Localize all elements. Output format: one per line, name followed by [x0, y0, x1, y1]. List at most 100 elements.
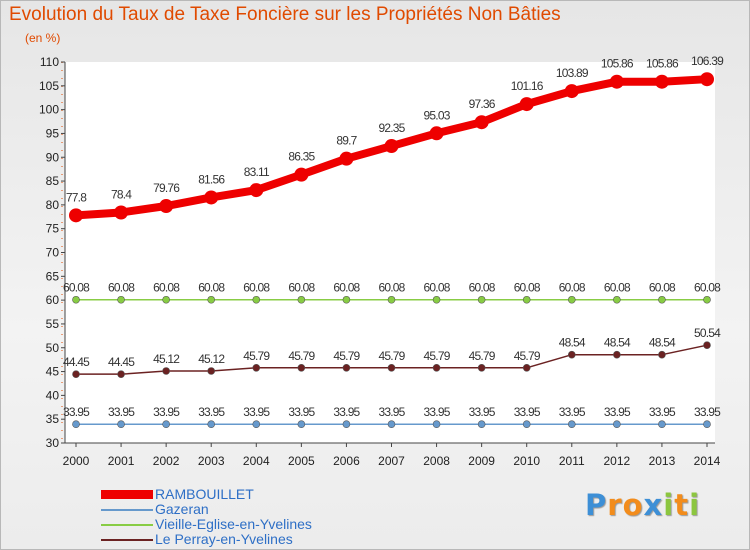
legend-label: Gazeran	[155, 501, 209, 517]
y-tick-label: 60	[46, 293, 60, 307]
data-label: 33.95	[333, 405, 360, 419]
data-point	[204, 190, 219, 205]
data-label: 45.79	[243, 349, 270, 363]
x-tick-label: 2000	[63, 454, 90, 468]
legend-label: RAMBOUILLET	[155, 486, 254, 502]
data-point	[72, 420, 80, 428]
data-label: 45.79	[514, 349, 541, 363]
y-tick-label: 40	[46, 388, 60, 402]
data-label: 60.08	[333, 281, 360, 295]
proxiti-logo: Proxiti	[585, 488, 700, 522]
data-point	[522, 364, 531, 372]
legend-label: Vieille-Eglise-en-Yvelines	[155, 516, 312, 532]
data-point	[474, 115, 489, 130]
data-point	[654, 74, 669, 89]
data-label: 45.12	[198, 352, 225, 366]
legend-swatch	[101, 509, 153, 511]
x-tick-label: 2005	[288, 454, 315, 468]
data-label: 86.35	[288, 150, 315, 164]
data-label: 101.16	[511, 79, 544, 93]
y-tick-label: 105	[39, 79, 59, 93]
data-point	[567, 350, 576, 359]
data-point	[114, 205, 129, 220]
data-label: 33.95	[559, 405, 586, 419]
data-point	[613, 350, 621, 359]
data-label: 60.08	[559, 281, 586, 295]
data-label: 79.76	[153, 181, 180, 195]
data-point	[432, 420, 441, 428]
data-label: 48.54	[649, 336, 676, 350]
y-tick-label: 85	[46, 174, 60, 188]
data-label: 60.08	[108, 281, 135, 295]
data-point	[703, 341, 711, 349]
data-label: 60.08	[153, 281, 180, 295]
data-point	[162, 367, 170, 375]
data-label: 48.54	[559, 336, 586, 350]
data-point	[519, 97, 534, 112]
data-label: 33.95	[514, 405, 541, 419]
data-label: 44.45	[108, 355, 135, 369]
series-group: 77.8 78.4 79.76 81.56 83.11 86.35 89.7 92.35 95.…	[63, 54, 725, 428]
data-point	[342, 295, 351, 304]
data-point	[387, 420, 396, 428]
plot-area	[65, 62, 715, 443]
x-axis-ticks: 2000 2001 2002 2003 2004 2005 2006 2007 2008 2009…	[63, 443, 721, 468]
series-gazeran: 33.95 33.95 33.95 33.95 33.95 33.95 33.95 33.95…	[63, 405, 722, 428]
data-point	[117, 370, 125, 378]
data-point	[249, 183, 264, 198]
data-label: 60.08	[604, 281, 631, 295]
data-point	[207, 420, 216, 428]
data-label: 60.08	[378, 281, 405, 295]
data-point	[432, 364, 441, 372]
logo-letter: i	[663, 488, 675, 522]
data-label: 106.39	[691, 54, 724, 68]
data-point	[609, 74, 624, 89]
chart-title: Evolution du Taux de Taxe Foncière sur l…	[9, 4, 561, 25]
logo-letter: P	[585, 488, 608, 522]
data-label: 33.95	[378, 405, 405, 419]
y-tick-label: 50	[46, 341, 60, 355]
data-label: 48.54	[604, 336, 631, 350]
data-point	[567, 295, 576, 304]
data-point	[477, 295, 486, 304]
data-point	[162, 420, 170, 428]
unit-label: (en %)	[25, 31, 61, 45]
data-point	[159, 199, 174, 214]
data-label: 33.95	[288, 405, 315, 419]
data-point	[477, 364, 486, 372]
data-label: 45.79	[424, 349, 451, 363]
logo-letter: t	[674, 488, 690, 522]
x-tick-label: 2006	[333, 454, 360, 468]
y-tick-label: 80	[46, 198, 60, 212]
data-label: 33.95	[63, 405, 90, 419]
data-label: 105.86	[601, 57, 634, 71]
data-label: 45.79	[288, 349, 315, 363]
data-label: 77.8	[66, 190, 87, 204]
data-point	[252, 420, 261, 428]
data-point	[658, 295, 666, 304]
data-label: 45.79	[469, 349, 496, 363]
data-point	[297, 295, 306, 304]
data-point	[252, 364, 261, 372]
data-point	[342, 420, 351, 428]
data-label: 81.56	[198, 172, 225, 186]
y-tick-label: 65	[46, 269, 60, 283]
y-tick-label: 70	[46, 246, 60, 260]
data-label: 60.08	[469, 281, 496, 295]
data-label: 95.03	[424, 108, 451, 122]
legend-swatch	[101, 490, 153, 499]
logo-letter: r	[607, 488, 623, 522]
data-label: 45.79	[333, 349, 360, 363]
data-point	[69, 208, 83, 223]
x-tick-label: 2008	[423, 454, 450, 468]
data-label: 33.95	[153, 405, 180, 419]
x-tick-label: 2013	[649, 454, 676, 468]
data-point	[703, 295, 711, 304]
data-label: 45.79	[378, 349, 405, 363]
data-label: 105.86	[646, 57, 679, 71]
axes	[61, 62, 715, 444]
series-le-perray-en-yvelines: 44.45 44.45 45.12 45.12 45.79 45.79 45.79 45.79…	[63, 326, 722, 378]
data-point	[342, 364, 351, 372]
data-label: 33.95	[694, 405, 721, 419]
